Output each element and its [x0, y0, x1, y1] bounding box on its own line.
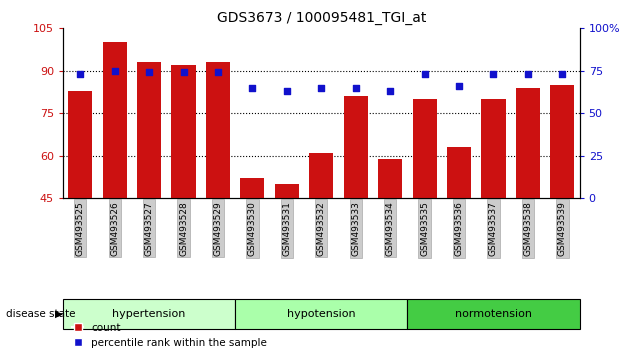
Point	[454, 83, 464, 89]
Point	[351, 85, 361, 91]
Bar	[137, 62, 161, 198]
Bar	[481, 99, 505, 198]
Text: GSM493531: GSM493531	[282, 201, 291, 256]
Bar	[206, 62, 230, 198]
Text: GSM493538: GSM493538	[524, 201, 532, 256]
Bar	[241, 178, 265, 198]
Text: GSM493528: GSM493528	[179, 201, 188, 256]
Text: ▶: ▶	[55, 309, 64, 319]
Point	[558, 72, 568, 77]
Bar	[447, 147, 471, 198]
Bar	[309, 153, 333, 198]
Bar	[171, 65, 195, 198]
Point	[385, 88, 395, 94]
Point	[420, 72, 430, 77]
Point	[144, 70, 154, 75]
Bar	[378, 159, 402, 198]
Point	[316, 85, 326, 91]
Title: GDS3673 / 100095481_TGI_at: GDS3673 / 100095481_TGI_at	[217, 11, 426, 24]
Text: GSM493526: GSM493526	[110, 201, 119, 256]
Point	[178, 70, 188, 75]
Point	[248, 85, 258, 91]
Text: disease state: disease state	[6, 309, 76, 319]
Point	[488, 72, 498, 77]
Text: hypotension: hypotension	[287, 309, 355, 319]
Legend: count, percentile rank within the sample: count, percentile rank within the sample	[68, 319, 271, 352]
Text: GSM493532: GSM493532	[317, 201, 326, 256]
Text: GSM493527: GSM493527	[145, 201, 154, 256]
Text: GSM493534: GSM493534	[386, 201, 394, 256]
Bar	[516, 88, 540, 198]
Text: GSM493539: GSM493539	[558, 201, 567, 256]
Point	[282, 88, 292, 94]
Text: GSM493537: GSM493537	[489, 201, 498, 256]
Text: GSM493529: GSM493529	[214, 201, 222, 256]
Point	[75, 72, 85, 77]
Point	[523, 72, 533, 77]
Text: normotension: normotension	[455, 309, 532, 319]
Text: GSM493530: GSM493530	[248, 201, 257, 256]
Text: GSM493533: GSM493533	[352, 201, 360, 256]
Bar	[551, 85, 575, 198]
Bar	[275, 184, 299, 198]
Point	[110, 68, 120, 74]
Point	[213, 70, 223, 75]
Text: hypertension: hypertension	[112, 309, 186, 319]
Bar	[68, 91, 92, 198]
Bar	[413, 99, 437, 198]
Text: GSM493535: GSM493535	[420, 201, 429, 256]
Text: GSM493525: GSM493525	[76, 201, 84, 256]
Bar	[103, 42, 127, 198]
Bar	[344, 96, 368, 198]
Text: GSM493536: GSM493536	[455, 201, 464, 256]
